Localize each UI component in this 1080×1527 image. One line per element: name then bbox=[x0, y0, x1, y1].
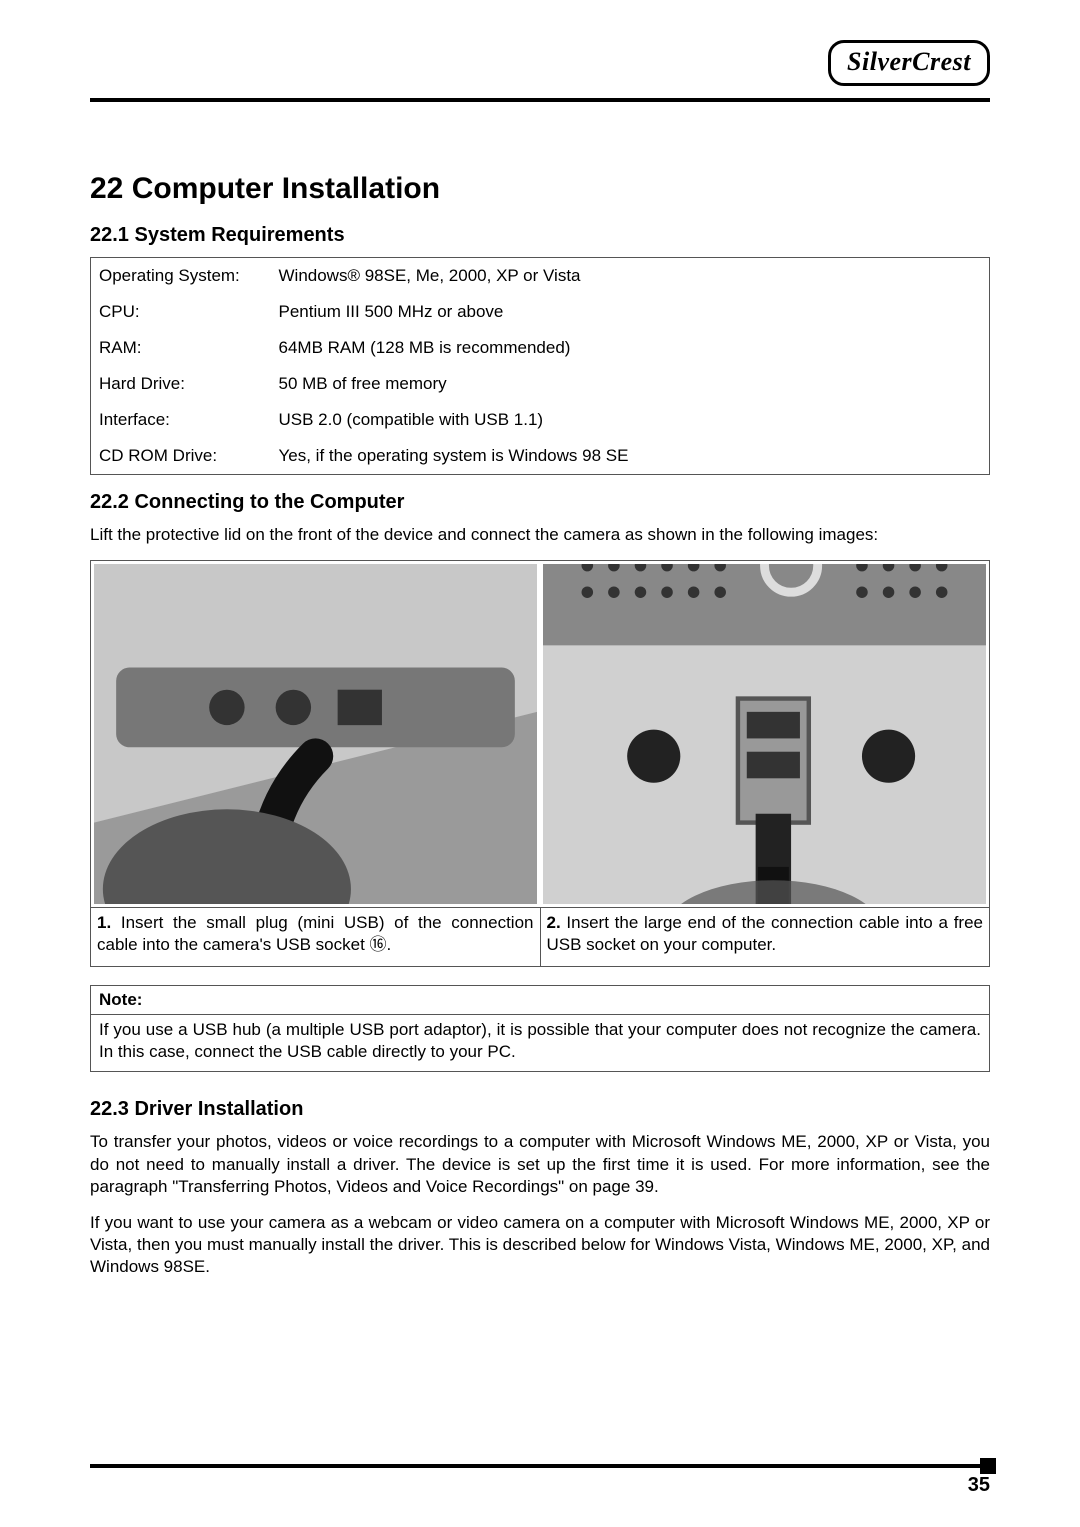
table-row: Operating System:Windows® 98SE, Me, 2000… bbox=[91, 258, 990, 295]
caption-right: 2. Insert the large end of the connectio… bbox=[541, 908, 990, 966]
note-body: If you use a USB hub (a multiple USB por… bbox=[91, 1015, 989, 1071]
page-footer: 35 bbox=[90, 1464, 990, 1497]
req-label: Operating System: bbox=[91, 258, 271, 295]
header-rule bbox=[90, 98, 990, 102]
req-label: CD ROM Drive: bbox=[91, 438, 271, 475]
footer-rule bbox=[90, 1464, 990, 1468]
driver-paragraph-2: If you want to use your camera as a webc… bbox=[90, 1212, 990, 1278]
table-row: CD ROM Drive:Yes, if the operating syste… bbox=[91, 438, 990, 475]
req-value: Yes, if the operating system is Windows … bbox=[271, 438, 990, 475]
connection-captions: 1. Insert the small plug (mini USB) of t… bbox=[90, 907, 990, 967]
caption-number: 2. bbox=[547, 913, 561, 932]
table-row: Interface:USB 2.0 (compatible with USB 1… bbox=[91, 402, 990, 438]
connection-images-row bbox=[90, 560, 990, 907]
section-heading-driver: 22.3 Driver Installation bbox=[90, 1098, 990, 1121]
table-row: RAM:64MB RAM (128 MB is recommended) bbox=[91, 330, 990, 366]
req-label: CPU: bbox=[91, 294, 271, 330]
caption-left: 1. Insert the small plug (mini USB) of t… bbox=[91, 908, 541, 966]
brand-logo: SilverCrest bbox=[828, 40, 990, 86]
table-row: CPU:Pentium III 500 MHz or above bbox=[91, 294, 990, 330]
header: SilverCrest bbox=[90, 40, 990, 86]
req-value: 50 MB of free memory bbox=[271, 366, 990, 402]
caption-text: Insert the small plug (mini USB) of the … bbox=[97, 913, 534, 954]
req-label: Interface: bbox=[91, 402, 271, 438]
section-heading-requirements: 22.1 System Requirements bbox=[90, 224, 990, 247]
req-value: 64MB RAM (128 MB is recommended) bbox=[271, 330, 990, 366]
caption-text: Insert the large end of the connection c… bbox=[547, 913, 984, 954]
connecting-intro: Lift the protective lid on the front of … bbox=[90, 524, 990, 546]
driver-paragraph-1: To transfer your photos, videos or voice… bbox=[90, 1131, 990, 1197]
section-heading-connecting: 22.2 Connecting to the Computer bbox=[90, 491, 990, 514]
req-value: Windows® 98SE, Me, 2000, XP or Vista bbox=[271, 258, 990, 295]
req-label: RAM: bbox=[91, 330, 271, 366]
note-box: Note: If you use a USB hub (a multiple U… bbox=[90, 985, 990, 1072]
chapter-title: 22 Computer Installation bbox=[90, 172, 990, 206]
image-camera-usb bbox=[94, 564, 537, 904]
system-requirements-table: Operating System:Windows® 98SE, Me, 2000… bbox=[90, 257, 990, 475]
req-label: Hard Drive: bbox=[91, 366, 271, 402]
caption-number: 1. bbox=[97, 913, 111, 932]
page-number: 35 bbox=[90, 1474, 990, 1497]
table-row: Hard Drive:50 MB of free memory bbox=[91, 366, 990, 402]
req-value: USB 2.0 (compatible with USB 1.1) bbox=[271, 402, 990, 438]
req-value: Pentium III 500 MHz or above bbox=[271, 294, 990, 330]
note-label: Note: bbox=[91, 986, 989, 1015]
image-pc-usb bbox=[543, 564, 986, 904]
